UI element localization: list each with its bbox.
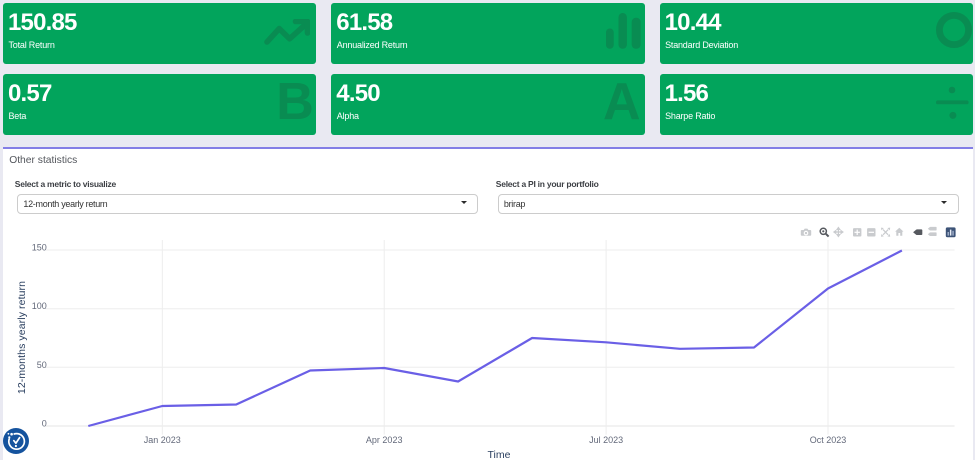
svg-text:12-months yearly return: 12-months yearly return: [16, 281, 28, 394]
svg-text:Apr 2023: Apr 2023: [366, 435, 403, 445]
svg-text:100: 100: [32, 301, 47, 311]
svg-text:Oct 2023: Oct 2023: [810, 435, 847, 445]
svg-text:50: 50: [37, 360, 47, 370]
svg-text:0: 0: [42, 419, 47, 429]
svg-text:Time: Time: [488, 449, 511, 460]
svg-text:150: 150: [32, 243, 47, 253]
svg-text:Jan 2023: Jan 2023: [144, 435, 181, 445]
svg-text:Jul 2023: Jul 2023: [589, 435, 623, 445]
